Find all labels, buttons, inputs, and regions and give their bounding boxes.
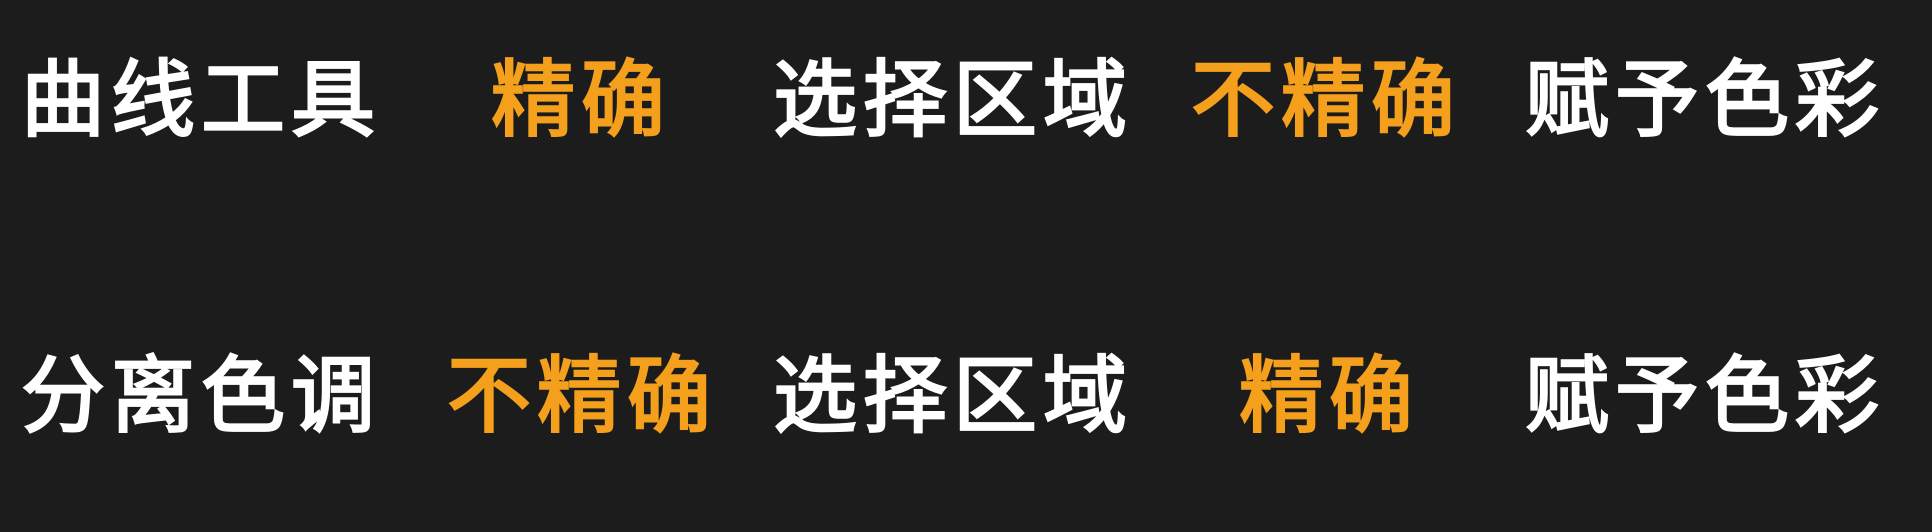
split-toning-row: 分离色调 不精确 选择区域 精确 赋予色彩 [0, 336, 1932, 456]
step-apply-color: 赋予色彩 [1524, 51, 1885, 149]
precision-label-precise: 精确 [1238, 347, 1419, 445]
precision-label-imprecise: 不精确 [446, 347, 717, 445]
step-apply-color: 赋予色彩 [1524, 347, 1885, 445]
precision-label-precise: 精确 [490, 51, 671, 149]
curves-tool-row: 曲线工具 精确 选择区域 不精确 赋予色彩 [0, 40, 1932, 160]
step-select-area: 选择区域 [772, 51, 1133, 149]
step-select-area: 选择区域 [772, 347, 1133, 445]
tool-name-curves: 曲线工具 [20, 51, 381, 149]
tool-name-split-toning: 分离色调 [20, 347, 381, 445]
precision-label-imprecise: 不精确 [1190, 51, 1461, 149]
